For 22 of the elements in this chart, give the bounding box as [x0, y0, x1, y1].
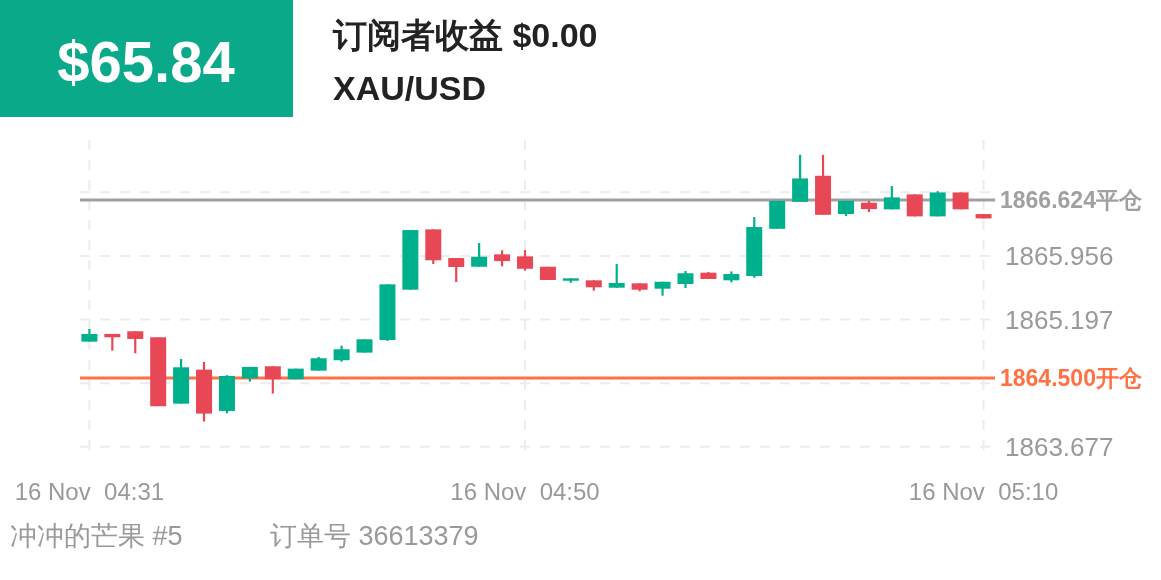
ref-line-label: 1864.500开仓	[1000, 364, 1143, 391]
candlestick	[264, 365, 281, 395]
text: 订单号 36613379	[270, 521, 479, 551]
candlestick	[792, 153, 809, 203]
text: XAU/USD	[333, 69, 487, 107]
candlestick	[608, 262, 625, 289]
y-tick-label: 1865.956	[1005, 240, 1114, 271]
y-tick-label: 1863.677	[1005, 431, 1114, 462]
x-tick-label: 16 Nov 04:50	[450, 478, 600, 505]
candlestick	[517, 248, 534, 272]
text: 冲冲的芒果 #5	[10, 521, 183, 551]
candlestick	[929, 190, 946, 218]
y-tick-label: 1865.197	[1005, 304, 1114, 335]
title: $65.84	[0, 0, 293, 117]
chart-subtitle: 订阅者收益 $0.00	[332, 16, 598, 54]
ref-line-label: 1866.624平仓	[1000, 186, 1143, 213]
chart-title: $65.84	[57, 29, 235, 94]
x-tick-label: 16 Nov 04:31	[14, 478, 165, 505]
candlestick	[127, 330, 144, 355]
candlestick	[471, 241, 488, 268]
x-tick-label: 16 Nov 05:10	[908, 478, 1059, 505]
candlestick	[448, 256, 465, 284]
